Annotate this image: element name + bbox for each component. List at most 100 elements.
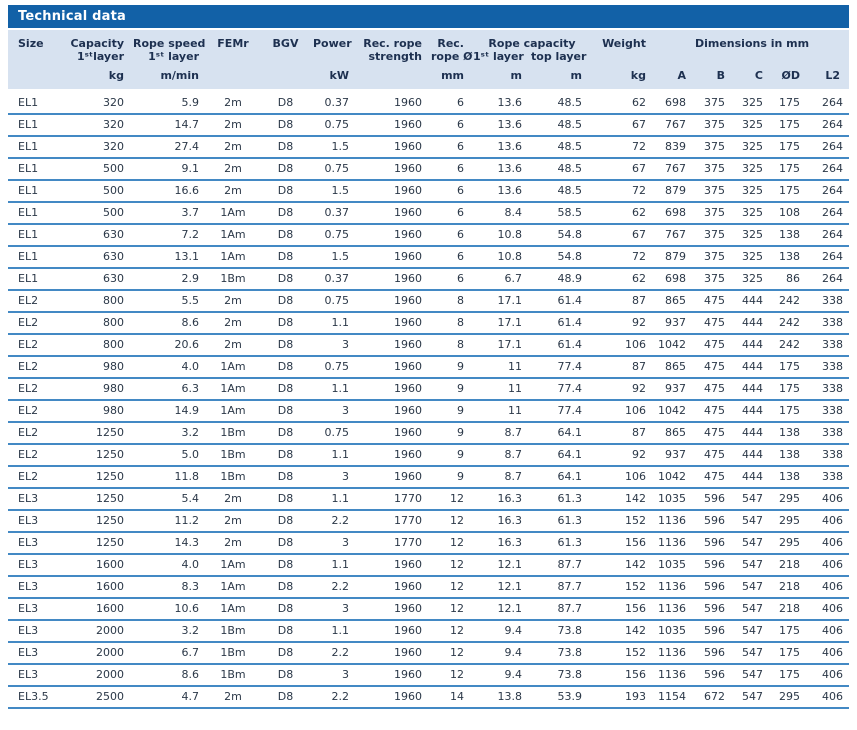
cell: EL1 — [8, 136, 68, 159]
cell: 64.1 — [531, 466, 591, 489]
table-row: EL2 800 8.6 2m D8 1.1 1960 8 17.1 61.4 92 937 475 444… — [8, 312, 850, 335]
cell: 1Bm — [208, 620, 258, 643]
cell: EL3 — [8, 488, 68, 511]
cell: 1960 — [358, 400, 431, 423]
cell: 1136 — [655, 642, 695, 665]
cell: 500 — [68, 202, 133, 225]
cell: 1770 — [358, 532, 431, 555]
cell: 2.9 — [133, 268, 208, 291]
col-header-bgv: BGV — [258, 30, 313, 63]
cell: 325 — [734, 114, 772, 137]
cell: 13.6 — [473, 93, 531, 115]
cell: 0.75 — [313, 356, 358, 379]
cell: 10.6 — [133, 598, 208, 621]
unit-rope-strength — [358, 63, 431, 89]
cell: 475 — [695, 378, 734, 401]
unit-bgv — [258, 63, 313, 89]
cell: 8.7 — [473, 444, 531, 467]
cell: 2000 — [68, 620, 133, 643]
table-row: EL3 2000 3.2 1Bm D8 1.1 1960 12 9.4 73.8 142 1035 59… — [8, 620, 850, 643]
cell: 48.5 — [531, 180, 591, 203]
cell: 1960 — [358, 576, 431, 599]
col-header-capacity-line1: Capacity — [70, 37, 124, 50]
cell: 475 — [695, 356, 734, 379]
cell: 1250 — [68, 466, 133, 489]
col-header-rope-speed-line2: 1ˢᵗ layer — [148, 50, 199, 63]
col-header-power-label: Power — [313, 37, 352, 50]
cell: 2m — [208, 488, 258, 511]
cell: 2m — [208, 114, 258, 137]
cell: 8.6 — [133, 312, 208, 335]
cell: EL3 — [8, 598, 68, 621]
cell: 1042 — [655, 400, 695, 423]
cell: 865 — [655, 356, 695, 379]
cell: EL2 — [8, 400, 68, 423]
col-header-rope-diameter-line1: Rec. — [437, 37, 464, 50]
cell: 547 — [734, 554, 772, 577]
cell: 325 — [734, 246, 772, 269]
cell: 54.8 — [531, 246, 591, 269]
cell: 175 — [772, 664, 809, 687]
cell: EL1 — [8, 180, 68, 203]
cell: 17.1 — [473, 334, 531, 357]
cell: EL2 — [8, 290, 68, 313]
cell: 406 — [809, 642, 850, 665]
cell: 547 — [734, 620, 772, 643]
cell: 9 — [431, 444, 473, 467]
col-header-capacity: Capacity 1ˢᵗlayer — [68, 30, 133, 63]
cell: 338 — [809, 334, 850, 357]
cell: 1960 — [358, 290, 431, 313]
cell: 1.5 — [313, 246, 358, 269]
cell: 1960 — [358, 356, 431, 379]
cell: D8 — [258, 268, 313, 291]
cell: 12.1 — [473, 576, 531, 599]
cell: 5.5 — [133, 290, 208, 313]
cell: 156 — [591, 532, 655, 555]
cell: 1250 — [68, 488, 133, 511]
cell: 10.8 — [473, 224, 531, 247]
cell: 444 — [734, 290, 772, 313]
cell: EL1 — [8, 93, 68, 115]
col-header-capacity-line2: 1ˢᵗlayer — [76, 50, 124, 63]
cell: 406 — [809, 554, 850, 577]
cell: 295 — [772, 510, 809, 533]
cell: 175 — [772, 136, 809, 159]
cell: 406 — [809, 598, 850, 621]
cell: 12 — [431, 598, 473, 621]
cell: 444 — [734, 334, 772, 357]
cell: 1Bm — [208, 444, 258, 467]
cell: 152 — [591, 576, 655, 599]
cell: 406 — [809, 576, 850, 599]
cell: 264 — [809, 224, 850, 247]
cell: EL1 — [8, 246, 68, 269]
cell: 0.75 — [313, 158, 358, 181]
cell: 596 — [695, 620, 734, 643]
col-header-rope-strength-line2: strength — [368, 50, 423, 63]
cell: 475 — [695, 422, 734, 445]
cell: 1Bm — [208, 466, 258, 489]
cell: 596 — [695, 488, 734, 511]
table-row: EL2 800 20.6 2m D8 3 1960 8 17.1 61.4 106 1042 475 44… — [8, 334, 850, 357]
cell: 1960 — [358, 686, 431, 709]
cell: 142 — [591, 488, 655, 511]
col-header-rope-diameter-line2: rope Ø* — [431, 50, 473, 63]
unit-size — [8, 63, 68, 89]
cell: EL3.5 — [8, 686, 68, 709]
cell: 839 — [655, 136, 695, 159]
cell: 596 — [695, 598, 734, 621]
cell: 87.7 — [531, 554, 591, 577]
cell: 175 — [772, 642, 809, 665]
unit-rope-speed: m/min — [133, 63, 208, 89]
cell: 73.8 — [531, 620, 591, 643]
cell: 1960 — [358, 334, 431, 357]
cell: 8.7 — [473, 466, 531, 489]
cell: 406 — [809, 488, 850, 511]
cell: D8 — [258, 576, 313, 599]
col-header-femr-label: FEMr — [217, 37, 249, 50]
cell: 325 — [734, 202, 772, 225]
cell: 11.2 — [133, 510, 208, 533]
cell: 1960 — [358, 620, 431, 643]
cell: 9 — [431, 400, 473, 423]
cell: 879 — [655, 246, 695, 269]
cell: 475 — [695, 400, 734, 423]
